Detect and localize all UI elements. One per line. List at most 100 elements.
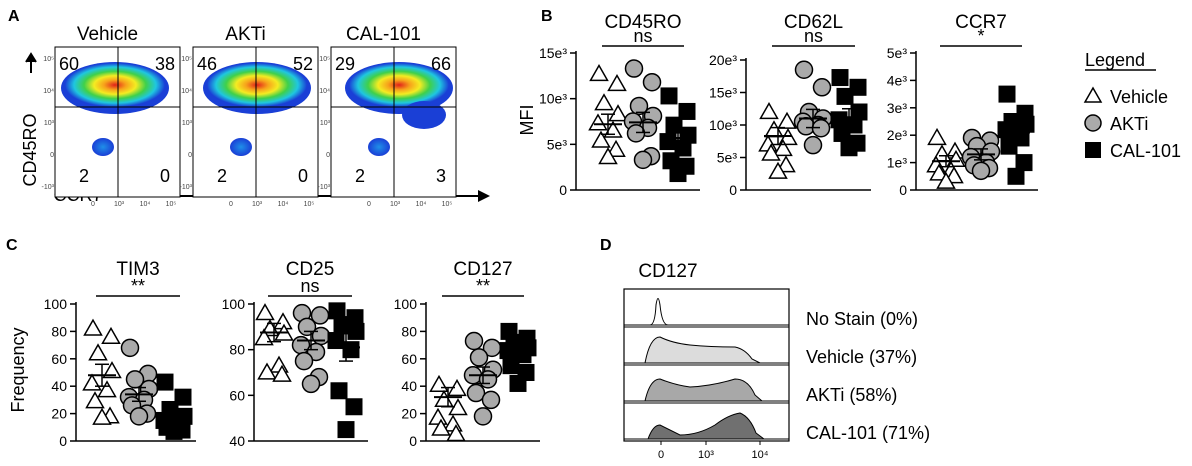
histogram-label: No Stain (0%): [806, 309, 918, 329]
data-point: [333, 316, 351, 334]
data-point: [499, 342, 517, 360]
data-point: [776, 155, 796, 173]
quadrant-ll: 2: [79, 166, 89, 186]
data-point: [255, 303, 275, 321]
flow-ytick: 0: [188, 152, 192, 159]
density-tail: [402, 101, 446, 129]
data-point: [272, 364, 292, 382]
panel-label-d: D: [600, 237, 612, 254]
flow-xtick: 10³: [114, 201, 125, 208]
y-tick-label: 40: [51, 378, 67, 394]
series-akti: [623, 59, 663, 170]
series-vehicle: [926, 127, 966, 189]
scatter-plot-cd127: 0 20 40 60 80 100 CD127**: [394, 259, 540, 449]
data-point: [269, 355, 289, 373]
quadrant-ul: 60: [59, 54, 79, 74]
series-cal-101: [499, 322, 537, 392]
histogram-xtick-label: 0: [658, 449, 664, 461]
histogram-xtick-label: 10⁴: [752, 449, 769, 461]
data-point: [591, 130, 611, 148]
panel-c-ylabel: Frequency: [8, 327, 28, 412]
y-tick-label: 40: [229, 433, 245, 449]
legend: Legend Vehicle AKTi CAL-101: [1083, 50, 1181, 161]
data-point: [936, 171, 956, 189]
histogram-row: CAL-101 (71%): [624, 412, 930, 443]
data-point: [102, 361, 122, 379]
y-tick-label: 20e³: [709, 52, 737, 68]
flow-plot-title: AKTi: [225, 24, 265, 45]
data-point: [830, 111, 848, 129]
data-point: [1017, 115, 1035, 133]
series-akti: [463, 331, 503, 426]
plot-title: CD45RO: [604, 12, 681, 33]
quadrant-ur: 52: [293, 54, 313, 74]
y-tick-label: 0: [729, 182, 737, 198]
data-point: [428, 407, 448, 425]
ylabel-arrow: [25, 52, 37, 73]
data-point: [831, 69, 849, 87]
data-point: [431, 418, 451, 436]
y-tick-label: 10e³: [709, 117, 737, 133]
density-blob: [368, 138, 390, 156]
y-tick-label: 4e³: [887, 72, 908, 88]
flow-xtick: 10⁴: [278, 201, 289, 208]
quadrant-ll: 2: [217, 166, 227, 186]
y-tick-label: 20: [51, 406, 67, 422]
histogram-curve: [624, 336, 789, 364]
density-core: [207, 63, 307, 107]
xlabel-arrow-head: [478, 190, 490, 202]
y-tick-label: 0: [899, 182, 907, 198]
quadrant-ul: 46: [197, 54, 217, 74]
y-tick-label: 5e³: [887, 45, 908, 61]
flow-plot: Vehicle 60 38 2 0 10⁵ 10⁴ 10³ 0 -10³ 0 10³ 10⁴ 10⁵: [42, 24, 181, 208]
data-point: [83, 318, 103, 336]
flow-xtick: 10⁴: [140, 201, 151, 208]
data-point: [642, 72, 662, 92]
data-point: [466, 383, 486, 403]
y-tick-label: 20: [401, 406, 417, 422]
y-tick-label: 0: [409, 433, 417, 449]
data-point: [624, 59, 644, 78]
data-point: [464, 331, 484, 351]
plot-title: CD62L: [784, 12, 843, 33]
y-tick-label: 80: [51, 323, 67, 339]
data-point: [473, 407, 493, 426]
quadrant-ur: 66: [431, 54, 451, 74]
density-blob: [230, 138, 252, 156]
flow-ytick: 10⁵: [43, 56, 54, 63]
legend-marker-circle: [1084, 114, 1102, 132]
data-point: [337, 421, 355, 439]
flow-xtick: 10⁵: [166, 201, 177, 208]
flow-ytick: -10³: [318, 184, 331, 191]
plot-title: CD127: [453, 259, 512, 280]
scatter-plots: 05e³10e³15e³CD45ROns05e³10e³15e³20e³CD62…: [44, 12, 1038, 449]
y-tick-label: 0: [559, 182, 567, 198]
density-core: [349, 63, 449, 107]
series-vehicle: [428, 374, 468, 442]
y-tick-label: 80: [401, 323, 417, 339]
histogram-row: AKTi (58%): [624, 378, 897, 405]
data-point: [346, 309, 364, 327]
panel-b-ylabel: MFI: [517, 105, 537, 136]
y-tick-label: 10e³: [539, 91, 567, 107]
histograms: No Stain (0%) Vehicle (37%) AKTi (58%) CAL-…: [623, 288, 930, 461]
flow-ytick: 10³: [320, 120, 331, 127]
y-tick-label: 15e³: [539, 45, 567, 61]
histogram-label: CAL-101 (71%): [806, 423, 930, 443]
series-vehicle: [588, 63, 628, 165]
significance-label: **: [131, 276, 145, 296]
flow-ytick: 10⁵: [181, 56, 192, 63]
series-vehicle: [254, 303, 294, 382]
histogram-row: Vehicle (37%): [624, 336, 917, 367]
data-point: [803, 135, 823, 155]
data-point: [446, 424, 466, 442]
flow-xtick: 0: [367, 201, 371, 208]
data-point: [294, 351, 314, 371]
data-point: [97, 380, 117, 398]
y-tick-label: 60: [401, 351, 417, 367]
histogram-curve: [624, 378, 789, 402]
series-cal-101: [997, 85, 1035, 185]
data-point: [347, 322, 365, 340]
data-point: [833, 124, 851, 142]
